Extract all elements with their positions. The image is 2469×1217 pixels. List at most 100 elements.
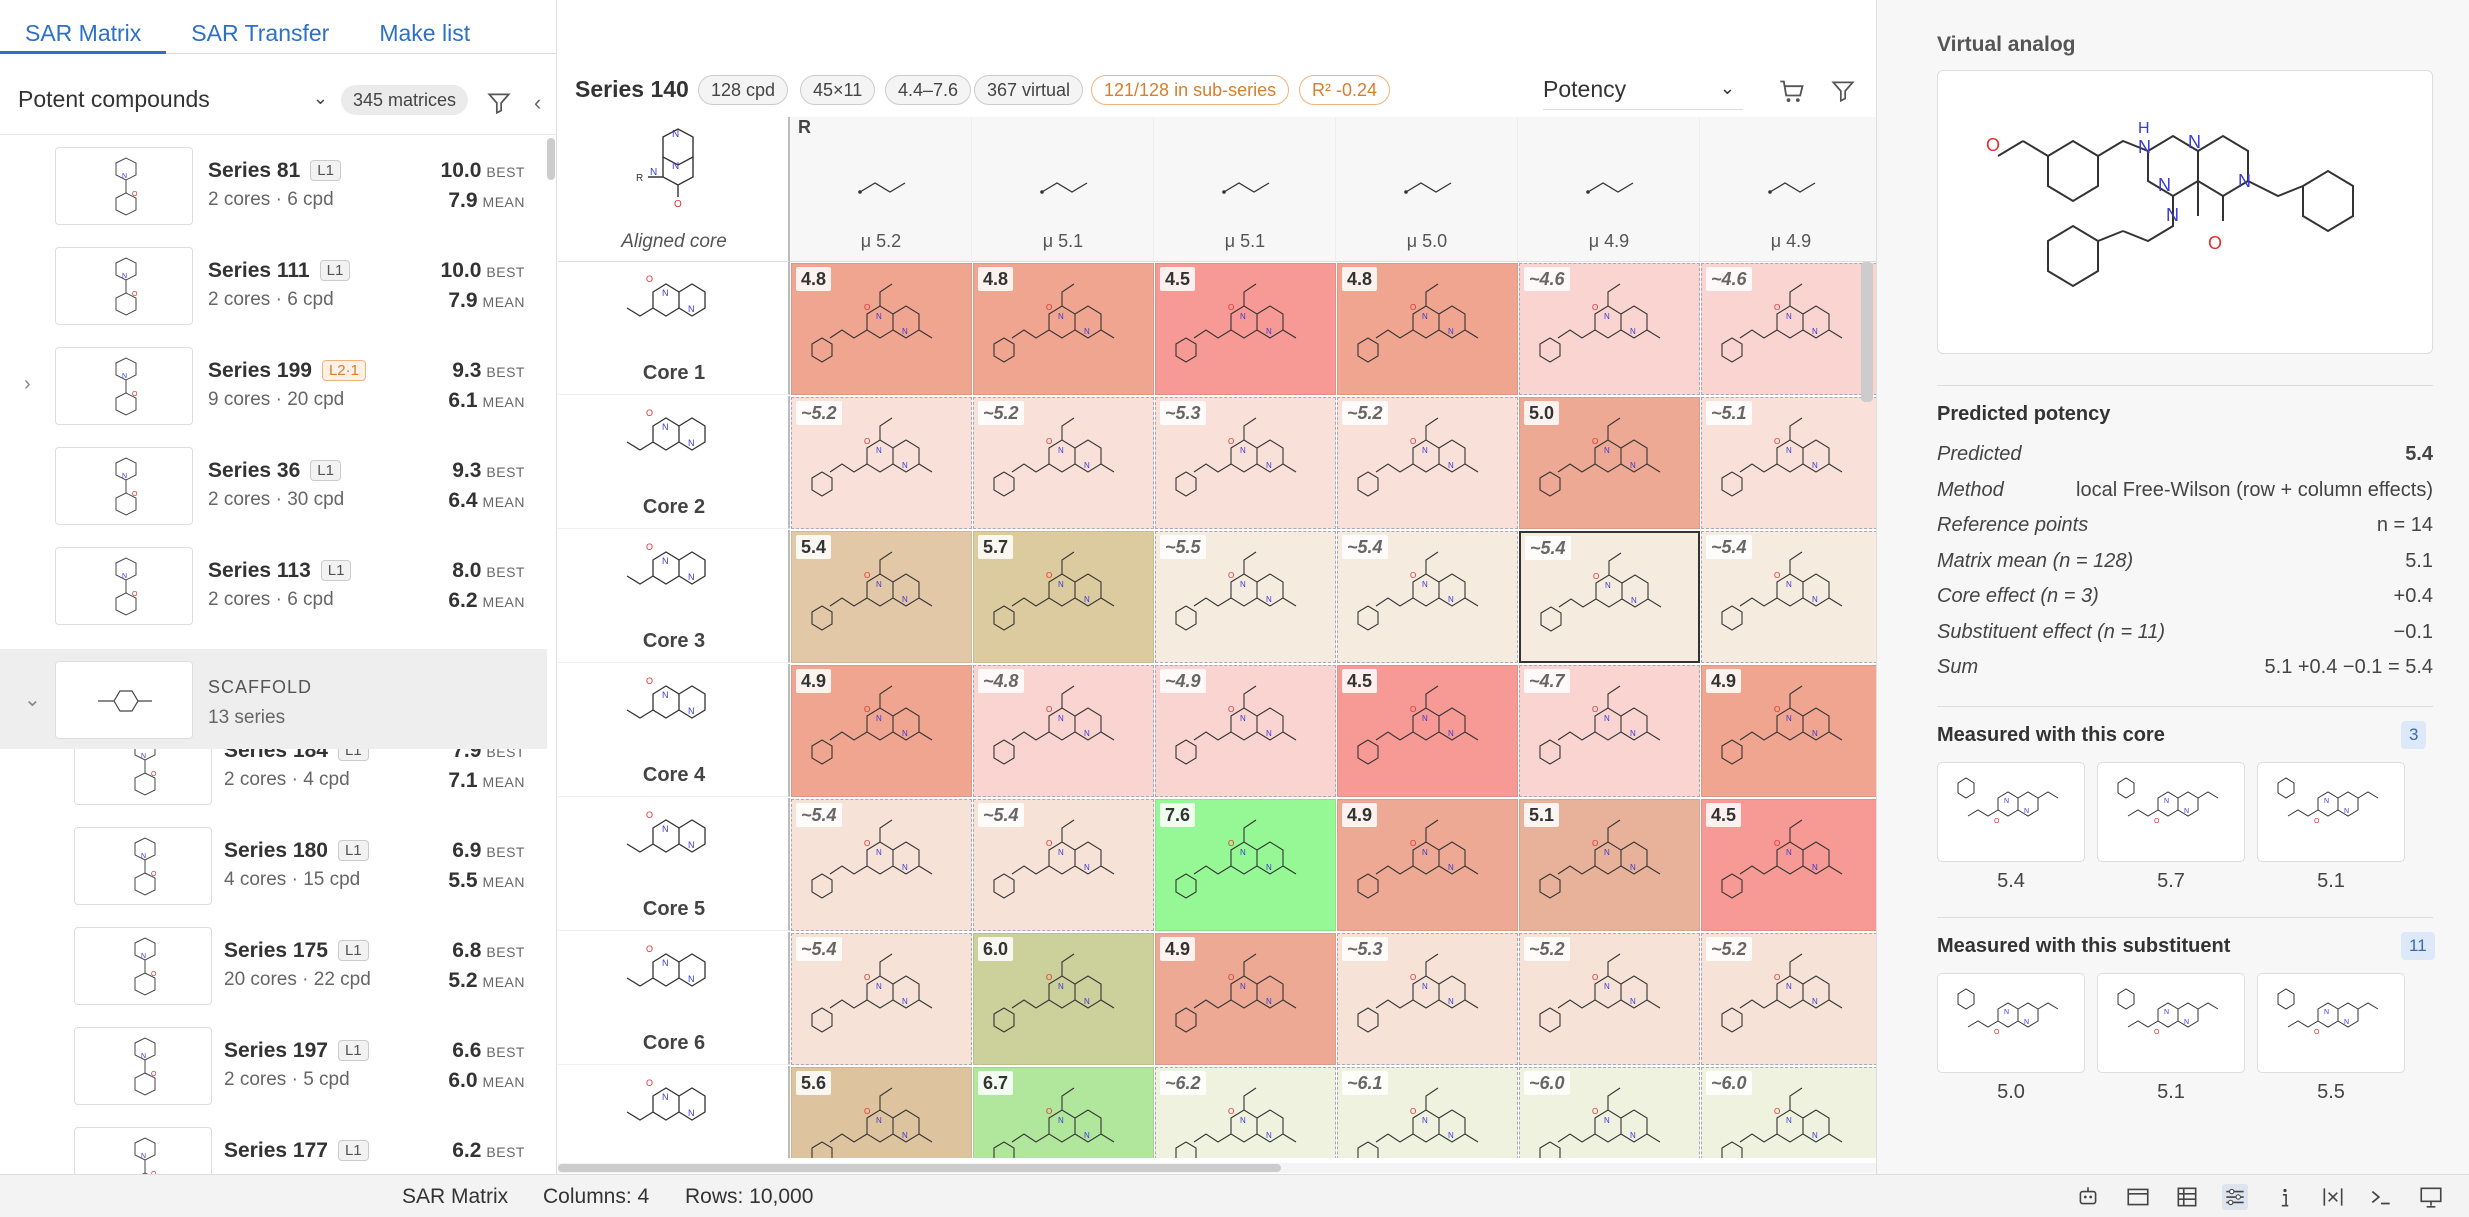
measured-cell[interactable]: N N O 5.0: [1519, 397, 1700, 529]
core-row-header[interactable]: N N O Core 4: [558, 664, 790, 797]
series-row[interactable]: › N O Series 199 L2·1 9 cores · 20 cpd 9.3 BEST…: [0, 335, 547, 435]
virtual-cell[interactable]: N N O ~4.6: [1519, 263, 1700, 395]
virtual-cell[interactable]: N N O ~5.4: [791, 933, 972, 1065]
terminal-icon[interactable]: [2368, 1184, 2394, 1210]
column-mean: μ 4.9: [1770, 231, 1812, 251]
virtual-cell[interactable]: N N O ~5.5: [1155, 531, 1336, 663]
measured-cell[interactable]: N N O 4.9: [1701, 665, 1876, 797]
analog-thumbnail[interactable]: N N O: [2257, 973, 2405, 1073]
measured-cell[interactable]: N N O 4.8: [1337, 263, 1518, 395]
virtual-cell[interactable]: N N O ~5.3: [1337, 933, 1518, 1065]
measured-cell[interactable]: N N O 5.1: [1519, 799, 1700, 931]
virtual-cell[interactable]: N N O ~5.2: [1701, 933, 1876, 1065]
window-icon[interactable]: [2125, 1184, 2151, 1210]
measured-cell[interactable]: N N O 5.7: [973, 531, 1154, 663]
virtual-cell[interactable]: N N O ~5.2: [791, 397, 972, 529]
series-summary: 2 cores · 30 cpd: [208, 489, 345, 510]
virtual-cell[interactable]: N N O ~5.2: [1519, 933, 1700, 1065]
virtual-cell[interactable]: N N O ~6.1: [1337, 1067, 1518, 1158]
measured-cell[interactable]: N N O 4.5: [1701, 799, 1876, 931]
virtual-cell[interactable]: N N O ~4.6: [1701, 263, 1876, 395]
measured-cell[interactable]: N N O 4.8: [973, 263, 1154, 395]
scaffold-group[interactable]: ⌄ SCAFFOLD 13 series: [0, 649, 547, 749]
measured-cell[interactable]: N N O 4.9: [1155, 933, 1336, 1065]
analog-thumbnail[interactable]: N N O: [2097, 973, 2245, 1073]
matrix-vertical-scrollbar[interactable]: [1861, 262, 1873, 402]
series-filter-select[interactable]: Potent compounds ⌄: [18, 86, 328, 116]
virtual-cell[interactable]: N N O ~4.7: [1519, 665, 1700, 797]
measured-cell[interactable]: N N O 5.4: [791, 531, 972, 663]
virtual-cell[interactable]: N N O ~5.2: [1337, 397, 1518, 529]
matrix-horizontal-scrollbar[interactable]: [558, 1163, 1876, 1173]
metric-select[interactable]: Potency ⌄: [1543, 76, 1743, 110]
substituent-column-header[interactable]: μ 5.0: [1336, 117, 1518, 262]
core-row-header[interactable]: N N O Core 2: [558, 396, 790, 529]
virtual-cell[interactable]: N N O ~4.9: [1155, 665, 1336, 797]
analog-thumbnail[interactable]: N N O: [1937, 762, 2085, 862]
tab-make-list[interactable]: Make list: [379, 20, 471, 46]
series-row[interactable]: N O Series 111 L1 2 cores · 6 cpd 10.0 BEST 7.9…: [0, 235, 547, 335]
substituent-column-header[interactable]: μ 4.9: [1518, 117, 1700, 262]
robot-icon[interactable]: [2075, 1184, 2101, 1210]
measured-cell[interactable]: N N O 6.7: [973, 1067, 1154, 1158]
virtual-cell[interactable]: N N O ~5.1: [1701, 397, 1876, 529]
virtual-cell[interactable]: N N O ~5.4: [791, 799, 972, 931]
substituent-column-header[interactable]: μ 4.9: [1700, 117, 1876, 262]
series-row[interactable]: N O Series 180 L1 4 cores · 15 cpd 6.9 BEST 5.5…: [0, 815, 547, 915]
virtual-cell[interactable]: N N O ~5.4: [1701, 531, 1876, 663]
series-list-scrollbar[interactable]: [547, 138, 555, 180]
chevron-right-icon[interactable]: ›: [24, 373, 31, 395]
measured-cell[interactable]: N N O 4.5: [1155, 263, 1336, 395]
substituent-count-badge: 11: [2401, 932, 2435, 960]
fit-columns-icon[interactable]: [2320, 1184, 2346, 1210]
virtual-cell[interactable]: N N O ~5.2: [973, 397, 1154, 529]
core-row-header[interactable]: N N O Core 3: [558, 530, 790, 663]
measured-cell[interactable]: N N O 7.6: [1155, 799, 1336, 931]
virtual-cell[interactable]: N N O ~4.8: [973, 665, 1154, 797]
chevron-down-icon[interactable]: ⌄: [24, 689, 41, 711]
measured-cell[interactable]: N N O 4.8: [791, 263, 972, 395]
info-icon[interactable]: [2272, 1184, 2298, 1210]
core-row-header[interactable]: N N O Core 5: [558, 798, 790, 931]
measured-cell[interactable]: N N O 5.6: [791, 1067, 972, 1158]
svg-text:N: N: [1084, 863, 1090, 872]
analog-thumbnail[interactable]: N N O: [2257, 762, 2405, 862]
series-row[interactable]: N O Series 36 L1 2 cores · 30 cpd 9.3 BEST 6.4 M…: [0, 435, 547, 535]
core-row-header[interactable]: N N O Core 6: [558, 932, 790, 1065]
analog-thumbnail[interactable]: N N O: [2097, 762, 2245, 862]
measured-cell[interactable]: N N O 4.5: [1337, 665, 1518, 797]
analog-thumbnail[interactable]: N N O: [1937, 973, 2085, 1073]
sliders-icon[interactable]: [2222, 1184, 2248, 1210]
virtual-cell[interactable]: N N O ~5.3: [1155, 397, 1336, 529]
collapse-panel-icon[interactable]: ‹: [534, 90, 542, 115]
virtual-cell[interactable]: N N O ~5.4: [1519, 531, 1700, 663]
series-row[interactable]: N O Series 81 L1 2 cores · 6 cpd 10.0 BEST 7.9 M…: [0, 135, 547, 235]
svg-text:N: N: [1084, 1131, 1090, 1140]
funnel-icon[interactable]: [486, 90, 512, 116]
virtual-cell[interactable]: N N O ~5.4: [1337, 531, 1518, 663]
virtual-cell[interactable]: N N O ~6.0: [1701, 1067, 1876, 1158]
series-row[interactable]: N O Series 175 L1 20 cores · 22 cpd 6.8 BEST 5.…: [0, 915, 547, 1015]
virtual-cell[interactable]: N N O ~6.2: [1155, 1067, 1336, 1158]
virtual-cell[interactable]: N N O ~6.0: [1519, 1067, 1700, 1158]
cart-icon[interactable]: [1778, 78, 1806, 106]
series-row[interactable]: N O Series 197 L1 2 cores · 5 cpd 6.6 BEST 6.0 M…: [0, 1015, 547, 1115]
presentation-icon[interactable]: [2418, 1184, 2444, 1210]
substituent-column-header[interactable]: μ 5.1: [972, 117, 1154, 262]
matrix-scroll-thumb[interactable]: [558, 1164, 1281, 1172]
tab-sar-matrix[interactable]: SAR Matrix: [0, 0, 167, 54]
tab-sar-transfer[interactable]: SAR Transfer: [191, 20, 330, 46]
cell-structure: NNO: [993, 953, 1115, 1033]
virtual-cell[interactable]: N N O ~5.4: [973, 799, 1154, 931]
table-icon[interactable]: [2174, 1184, 2200, 1210]
core-row-header[interactable]: N N O Core 1: [558, 262, 790, 395]
funnel-icon[interactable]: [1830, 78, 1856, 104]
substituent-column-header[interactable]: μ 5.1: [1154, 117, 1336, 262]
measured-cell[interactable]: N N O 6.0: [973, 933, 1154, 1065]
measured-cell[interactable]: N N O 4.9: [791, 665, 972, 797]
measured-cell[interactable]: N N O 4.9: [1337, 799, 1518, 931]
series-row[interactable]: N O Series 113 L1 2 cores · 6 cpd 8.0 BEST 6.2 M…: [0, 535, 547, 635]
